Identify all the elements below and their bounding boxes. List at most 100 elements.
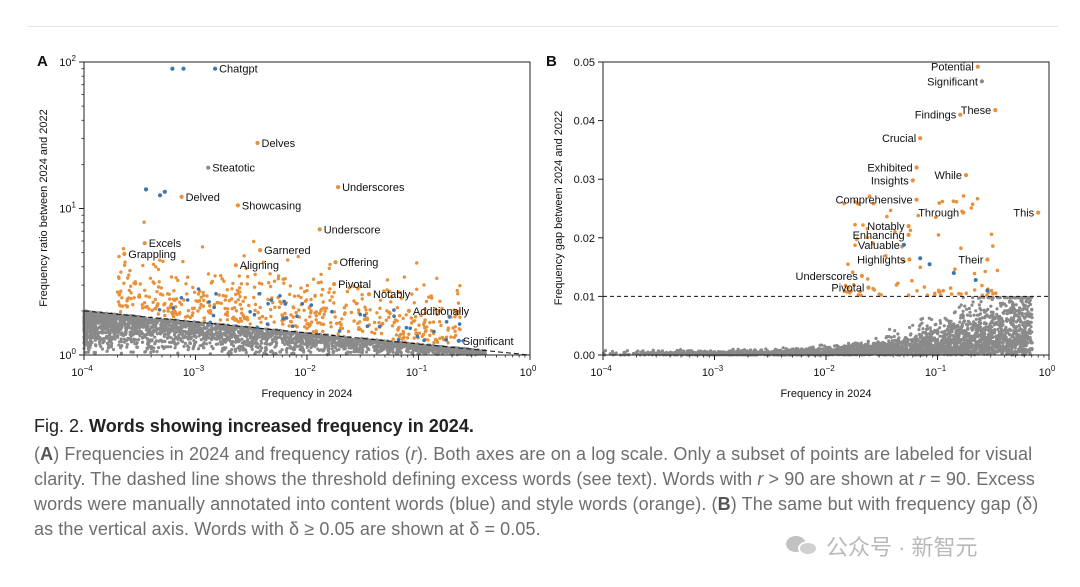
panel-a-content-word-point [392,308,396,312]
panel-a-style-word-point [374,327,378,331]
panel-a-background-point [234,340,238,344]
panel-a-style-word-point [384,318,388,322]
panel-a-style-word-point [292,294,297,298]
panel-b-background-point [888,327,892,331]
panel-a-background-point [230,328,234,332]
panel-a-style-word-point [398,314,402,318]
panel-a-style-word-point [435,276,439,280]
panel-a-background-point [356,350,360,354]
panel-a-style-word-point [131,302,135,307]
panel-a-style-word-point [304,298,309,302]
panel-a-style-word-point [206,272,211,276]
panel-a-style-word-point [313,293,317,298]
panel-a-background-point [238,338,242,342]
panel-a-background-point [254,337,258,342]
panel-a-background-point [251,338,255,342]
panel-a-style-word-point [157,280,161,284]
panel-a-background-point [95,327,99,331]
panel-a-style-word-point [150,308,154,312]
panel-a-style-word-point [127,296,131,300]
panel-a-background-point [202,335,206,340]
panel-a-content-word-point [290,324,295,329]
panel-a-background-point [125,324,130,328]
panel-a-style-word-point [423,307,427,311]
panel-a-style-word-point [327,290,331,295]
panel-a-background-point [330,347,334,351]
panel-a-background-point [98,342,102,346]
panel-a-background-point [373,348,377,353]
panel-a-style-word-point [297,308,301,312]
panel-a-background-point [100,347,105,351]
panel-a-style-word-point [174,276,178,280]
panel-b-background-point [970,303,974,307]
panel-a-background-point [244,334,249,339]
panel-a-background-point [221,327,225,331]
panel-b-background-point [968,310,972,314]
panel-a-style-word-point [305,283,310,288]
panel-a-style-word-point [305,322,309,326]
panel-a-style-word-point [231,281,235,286]
panel-a-style-word-point [446,326,451,330]
panel-a-background-point [108,323,113,327]
panel-a: A ChatgptDelvesSteatoticUnderscoresDelve… [37,53,537,400]
panel-a-background-point [107,330,111,334]
panel-a-content-word-point [255,325,259,330]
panel-a-background-point [133,332,137,336]
panel-a-background-point [180,325,184,329]
panel-b-background-point [896,332,900,336]
panel-a-y-label: Frequency ratio between 2024 and 2022 [38,109,50,307]
panel-a-style-word-point [223,298,227,302]
panel-a-style-word-point [176,278,180,283]
panel-a-style-word-point [395,306,400,310]
panel-a-background-point [164,327,168,331]
panel-a-style-word-point [168,297,172,301]
panel-a-background-point [306,334,310,338]
panel-a-background-point [163,339,167,344]
panel-a-style-word-point [237,274,241,278]
panel-a-background-point [87,310,91,314]
panel-a-background-point [141,335,145,339]
panel-a-background-point [147,341,151,345]
panel-a-word-label: Steatotic [212,163,255,175]
panel-a-style-word-point [428,333,432,338]
panel-a-style-word-point [236,320,241,324]
panel-a-background-point [300,334,304,338]
panel-a-content-word-point [265,322,270,326]
panel-a-style-word-point [273,305,277,309]
panel-a-background-point [227,325,231,329]
panel-a-background-point [117,343,121,347]
panel-a-background-point [167,340,172,344]
panel-a-style-word-point [198,306,202,310]
panel-a-style-word-point [409,321,414,325]
panel-a-background-point [193,341,197,345]
panel-a-style-word-point [438,299,442,303]
panel-a-style-word-point [279,301,283,305]
panel-a-background-point [323,337,328,341]
panel-a-style-word-point [338,326,343,330]
panel-a-style-word-point [288,292,292,297]
panel-a-style-word-point [304,318,308,322]
panel-a-background-point [422,351,426,355]
panel-a-background-point [130,321,134,325]
panel-a-background-point [382,346,386,350]
panel-a-style-word-point [288,284,293,288]
panel-a-background-point [423,347,427,351]
panel-a-background-point [96,313,100,317]
panel-a-background-point [101,331,105,335]
panel-a-background-point [325,340,329,344]
panel-a-style-word-point [329,321,333,325]
panel-a-style-word-point [241,299,245,303]
panel-a-style-word-point [311,277,316,281]
panel-a-style-word-point [166,309,170,313]
panel-a-background-point [475,351,480,355]
panel-a-style-word-point [125,305,129,309]
panel-a-background-point [357,340,361,344]
panel-a-word-label: Delves [262,138,296,150]
panel-a-style-word-point [281,322,285,326]
panel-a-background-point [349,350,353,354]
panel-a-style-word-point [120,304,125,308]
panel-a-style-word-point [199,295,203,299]
panel-a-background-point [319,348,323,352]
panel-a-background-point [192,327,196,331]
panel-a-x-tick-label: 100 [520,364,537,379]
